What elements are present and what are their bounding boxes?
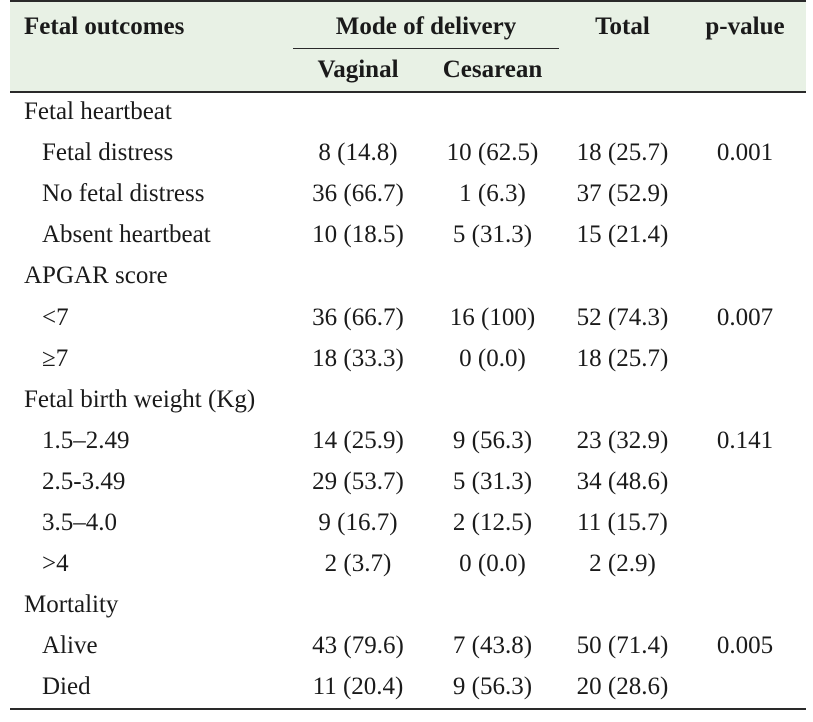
- cell-total: 34 (48.6): [576, 467, 669, 495]
- cell-cesarean: 9 (56.3): [452, 673, 533, 701]
- cell-cesarean: 10 (62.5): [446, 139, 539, 167]
- section-title: Mortality: [24, 591, 119, 619]
- cell-p-value: 0.007: [716, 303, 774, 331]
- cell-p-value: 0.001: [716, 139, 774, 167]
- header-mode-of-delivery: Mode of delivery: [335, 13, 517, 40]
- header-total: Total: [595, 13, 650, 40]
- cell-p-value: 0.141: [716, 426, 774, 454]
- row-label: ≥7: [42, 344, 69, 372]
- top-rule: [10, 0, 806, 2]
- cell-total: 11 (15.7): [577, 509, 668, 536]
- cell-total: 50 (71.4): [576, 632, 669, 660]
- cell-cesarean: 16 (100): [449, 303, 536, 331]
- row-label: Absent heartbeat: [42, 221, 211, 249]
- cell-vaginal: 36 (66.7): [312, 303, 404, 331]
- row-label: No fetal distress: [42, 180, 205, 208]
- cell-total: 18 (25.7): [576, 344, 669, 372]
- section-title: APGAR score: [24, 262, 168, 290]
- cell-total: 2 (2.9): [589, 550, 656, 578]
- row-label: 2.5-3.49: [42, 467, 126, 495]
- mode-spanner-rule: [293, 48, 559, 49]
- cell-vaginal: 29 (53.7): [312, 467, 404, 495]
- cell-total: 52 (74.3): [576, 303, 669, 331]
- section-title: Fetal birth weight (Kg): [24, 385, 256, 413]
- cell-vaginal: 36 (66.7): [312, 180, 404, 208]
- cell-cesarean: 9 (56.3): [452, 426, 533, 454]
- cell-total: 37 (52.9): [576, 180, 669, 208]
- cell-total: 20 (28.6): [576, 673, 669, 701]
- cell-vaginal: 9 (16.7): [318, 509, 398, 536]
- cell-cesarean: 0 (0.0): [459, 550, 526, 578]
- header-vaginal: Vaginal: [317, 56, 399, 83]
- cell-total: 23 (32.9): [576, 426, 669, 454]
- row-label: Died: [42, 673, 91, 701]
- cell-vaginal: 8 (14.8): [318, 139, 398, 167]
- cell-vaginal: 18 (33.3): [312, 344, 404, 372]
- row-label: 1.5–2.49: [42, 426, 130, 454]
- header-p-value: p-value: [705, 13, 785, 40]
- cell-cesarean: 2 (12.5): [452, 509, 533, 536]
- cell-cesarean: 0 (0.0): [459, 344, 526, 372]
- cell-vaginal: 10 (18.5): [312, 221, 404, 249]
- row-label: >4: [42, 550, 69, 578]
- cell-vaginal: 2 (3.7): [324, 550, 392, 578]
- row-label: Alive: [42, 632, 98, 660]
- cell-vaginal: 43 (79.6): [312, 632, 404, 660]
- section-title: Fetal heartbeat: [24, 98, 172, 125]
- row-label: Fetal distress: [42, 139, 174, 167]
- row-label: <7: [42, 303, 69, 331]
- cell-vaginal: 11 (20.4): [312, 673, 404, 701]
- cell-cesarean: 7 (43.8): [452, 632, 533, 660]
- cell-total: 15 (21.4): [576, 221, 669, 249]
- header-cesarean: Cesarean: [442, 56, 543, 83]
- cell-cesarean: 5 (31.3): [452, 221, 533, 249]
- table-header-band: [10, 0, 806, 93]
- cell-cesarean: 5 (31.3): [452, 467, 533, 495]
- row-label: 3.5–4.0: [42, 509, 117, 536]
- cell-p-value: 0.005: [716, 632, 774, 660]
- cell-vaginal: 14 (25.9): [312, 426, 404, 454]
- cell-cesarean: 1 (6.3): [459, 180, 526, 208]
- header-rule: [10, 91, 806, 93]
- header-fetal-outcomes: Fetal outcomes: [24, 13, 185, 40]
- bottom-rule: [10, 708, 806, 710]
- cell-total: 18 (25.7): [576, 139, 669, 167]
